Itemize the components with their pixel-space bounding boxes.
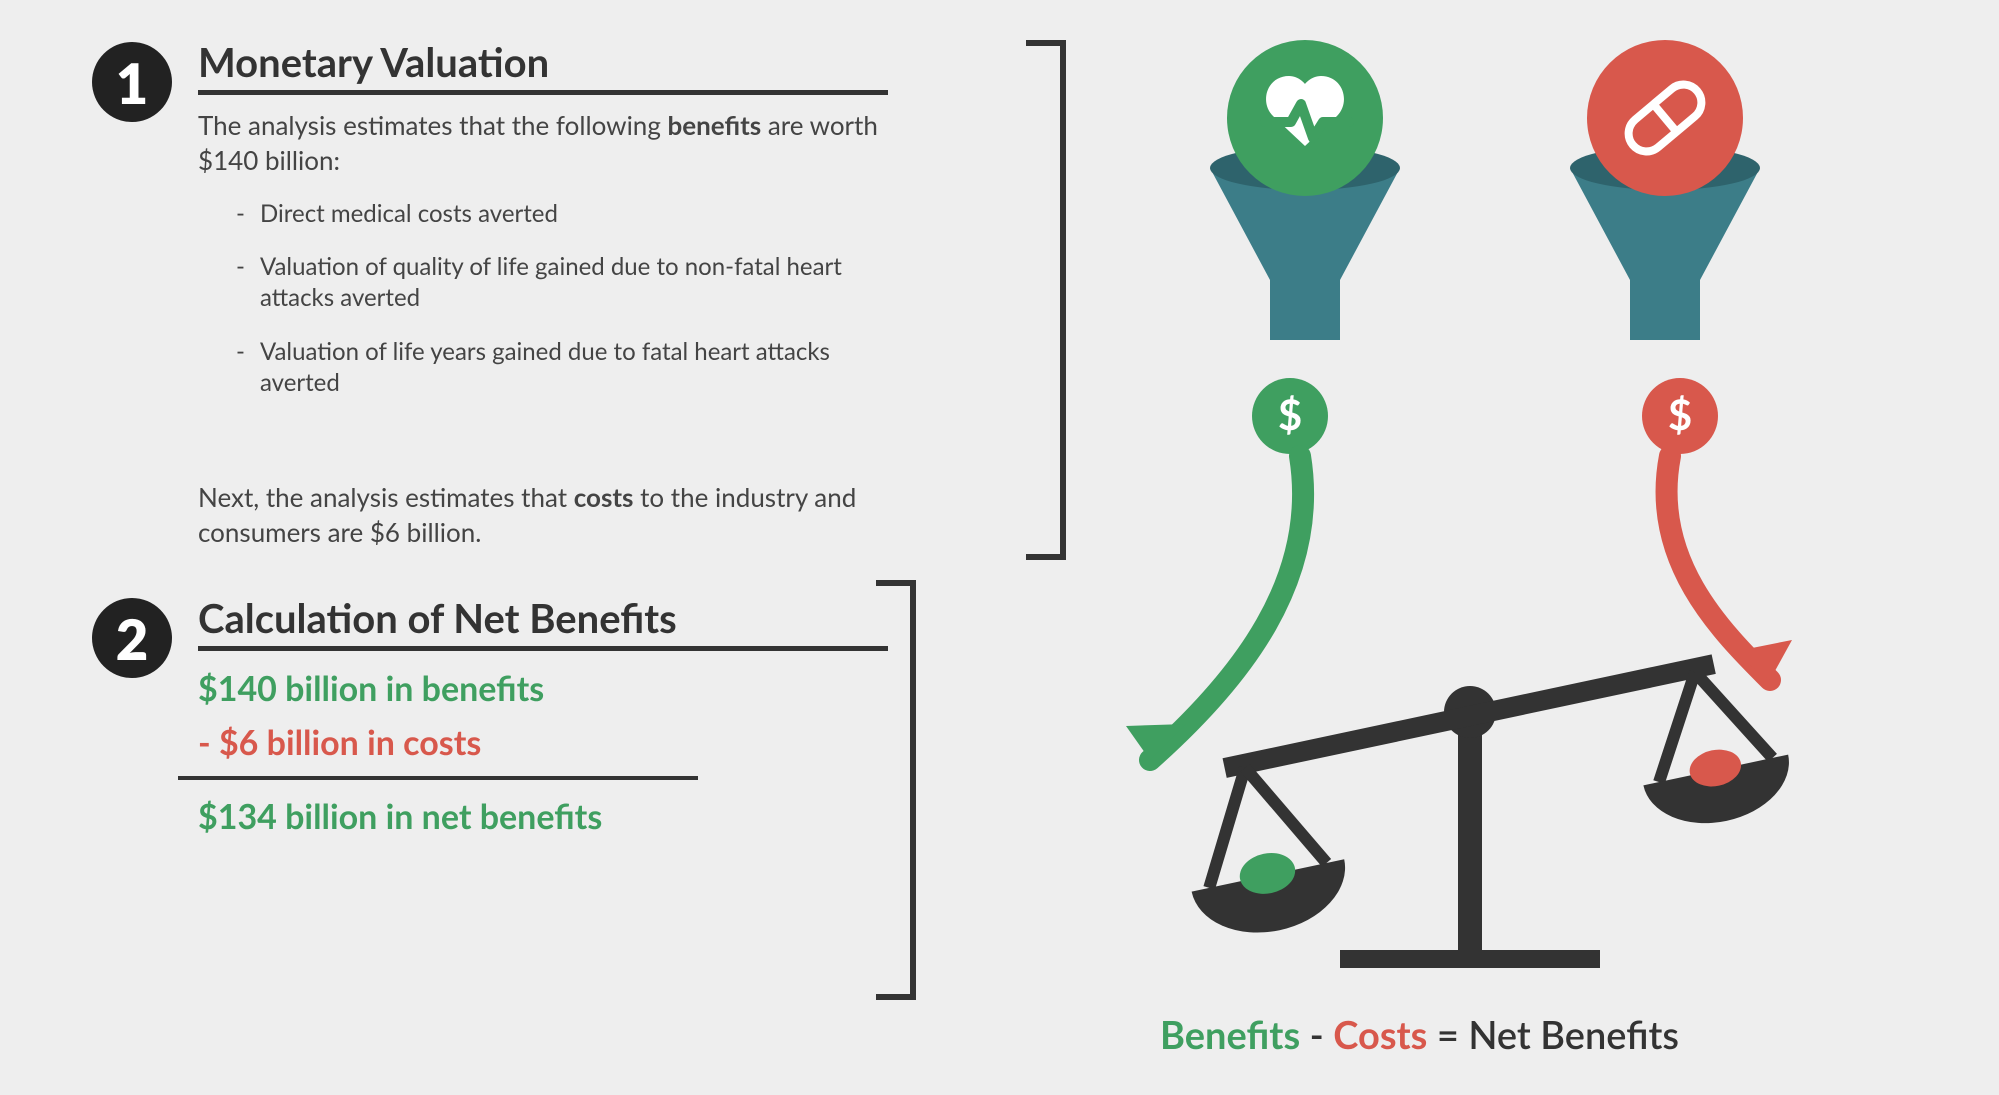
section1-costs: Next, the analysis estimates that costs … [198,480,918,550]
bullet-3: Valuation of life years gained due to fa… [236,336,906,398]
dollar-badge-costs: $ [1642,378,1718,454]
section1-costs-pre: Next, the analysis estimates that [198,481,574,513]
step-1-number: 1 [116,49,148,116]
section1-title: Monetary Valuation [198,38,888,95]
calc-costs: - $6 billion in costs [198,722,481,763]
step-2-badge: 2 [92,598,172,678]
section2-title: Calculation of Net Benefits [198,594,888,651]
step-1-badge: 1 [92,42,172,122]
section1-intro-pre: The analysis estimates that the followin… [198,109,668,141]
section1-bullets: Direct medical costs averted Valuation o… [236,198,906,420]
arrow-benefits [1126,456,1303,760]
arrow-costs [1666,456,1792,680]
formula-equals-net: = Net Benefits [1427,1012,1679,1058]
bullet-1: Direct medical costs averted [236,198,906,229]
balance-scale [1166,643,1802,968]
bracket-section2 [910,580,916,1000]
funnel-benefits [1210,40,1400,340]
calc-benefits: $140 billion in benefits [198,668,544,709]
formula-costs: Costs [1333,1012,1427,1058]
section1-intro: The analysis estimates that the followin… [198,108,918,178]
dollar-sign-left: $ [1278,389,1302,439]
formula-benefits: Benefits [1160,1012,1300,1058]
calc-divider [178,776,698,780]
section1-intro-bold: benefits [668,109,762,141]
funnel-costs [1570,40,1760,340]
infographic-canvas: 1 Monetary Valuation The analysis estima… [0,0,1999,1095]
formula-caption: Benefits - Costs = Net Benefits [1160,1012,1679,1058]
dollar-sign-right: $ [1668,389,1692,439]
right-graphic: $ $ [940,20,1960,1020]
section1-costs-bold: costs [574,481,634,513]
step-2-number: 2 [116,605,148,672]
dollar-badge-benefits: $ [1252,378,1328,454]
bullet-2: Valuation of quality of life gained due … [236,251,906,313]
calc-net: $134 billion in net benefits [198,796,602,837]
formula-minus: - [1300,1012,1333,1058]
